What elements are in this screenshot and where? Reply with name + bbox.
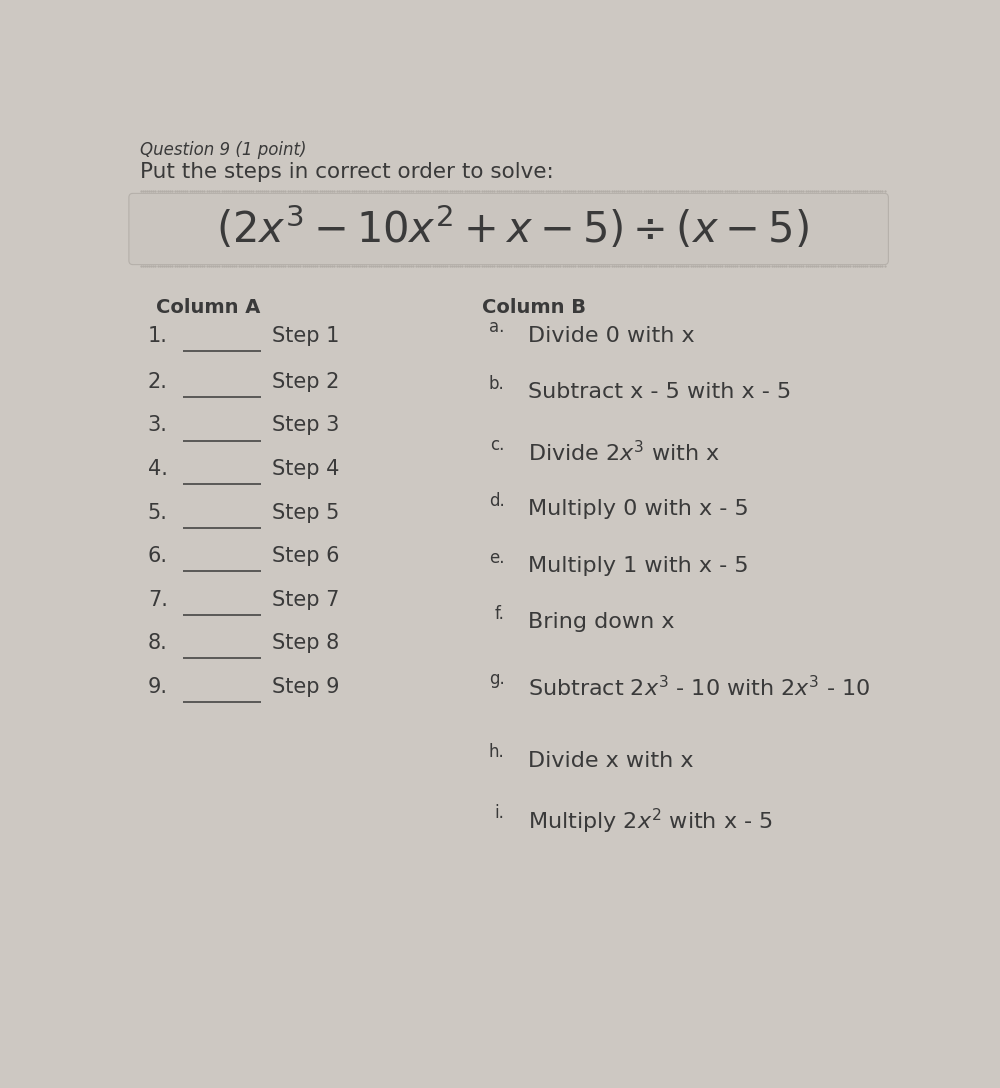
Text: Bring down x: Bring down x — [528, 613, 674, 632]
Text: Column B: Column B — [482, 298, 586, 317]
Text: b.: b. — [489, 374, 505, 393]
Text: g.: g. — [489, 670, 505, 689]
Text: Divide 0 with x: Divide 0 with x — [528, 325, 695, 346]
Text: 2.: 2. — [148, 372, 168, 392]
Text: 1.: 1. — [148, 325, 168, 346]
Text: Multiply 0 with x - 5: Multiply 0 with x - 5 — [528, 499, 749, 519]
Text: Put the steps in correct order to solve:: Put the steps in correct order to solve: — [140, 161, 554, 182]
Text: Column A: Column A — [156, 298, 260, 317]
Text: Step 3: Step 3 — [272, 416, 340, 435]
Text: d.: d. — [489, 492, 505, 510]
Text: 4.: 4. — [148, 459, 168, 479]
Text: i.: i. — [495, 804, 505, 823]
Text: Step 2: Step 2 — [272, 372, 340, 392]
Text: a.: a. — [489, 319, 505, 336]
Text: Step 6: Step 6 — [272, 546, 340, 566]
Text: $(2x^3 - 10x^2 + x - 5) \div (x - 5)$: $(2x^3 - 10x^2 + x - 5) \div (x - 5)$ — [216, 205, 809, 252]
Text: Step 5: Step 5 — [272, 503, 340, 522]
Text: e.: e. — [489, 548, 505, 567]
Text: 6.: 6. — [148, 546, 168, 566]
Text: Multiply 1 with x - 5: Multiply 1 with x - 5 — [528, 556, 749, 577]
Text: Subtract x - 5 with x - 5: Subtract x - 5 with x - 5 — [528, 382, 791, 401]
Text: h.: h. — [489, 743, 505, 762]
Text: Subtract $2x^3$ - 10 with $2x^3$ - 10: Subtract $2x^3$ - 10 with $2x^3$ - 10 — [528, 675, 870, 701]
Text: Divide $2x^3$ with x: Divide $2x^3$ with x — [528, 441, 720, 466]
Text: 9.: 9. — [148, 677, 168, 696]
Text: Step 7: Step 7 — [272, 590, 340, 609]
Text: Divide x with x: Divide x with x — [528, 751, 694, 770]
Text: Step 9: Step 9 — [272, 677, 340, 696]
Text: Step 8: Step 8 — [272, 633, 340, 653]
FancyBboxPatch shape — [129, 194, 888, 264]
Text: 7.: 7. — [148, 590, 168, 609]
Text: Step 1: Step 1 — [272, 325, 340, 346]
Text: Multiply $2x^2$ with x - 5: Multiply $2x^2$ with x - 5 — [528, 807, 773, 837]
Text: 8.: 8. — [148, 633, 168, 653]
Text: c.: c. — [490, 435, 505, 454]
Text: Step 4: Step 4 — [272, 459, 340, 479]
Text: 5.: 5. — [148, 503, 168, 522]
Text: f.: f. — [495, 605, 505, 623]
Text: Question 9 (1 point): Question 9 (1 point) — [140, 140, 307, 159]
Text: 3.: 3. — [148, 416, 168, 435]
